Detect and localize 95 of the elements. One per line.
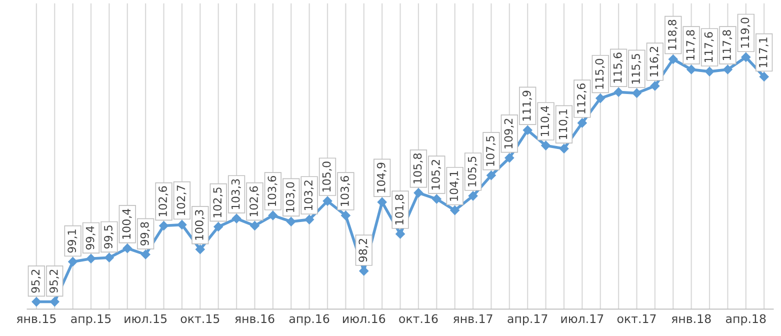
point [578, 118, 587, 128]
data-label: 107,5 [486, 136, 496, 166]
point [686, 64, 696, 74]
data-label: 117,8 [722, 30, 732, 60]
x-tick-label: апр.15 [71, 314, 111, 326]
data-label: 109,2 [504, 118, 514, 148]
point [196, 244, 205, 254]
data-label: 104,9 [376, 162, 386, 193]
x-tick-label: окт.15 [180, 314, 220, 324]
point [414, 188, 424, 198]
point [668, 54, 678, 64]
point [250, 221, 260, 230]
point [541, 140, 550, 150]
point [741, 52, 751, 62]
data-label: 111,9 [522, 90, 532, 121]
point [322, 196, 332, 206]
x-tick-label: янв.17 [453, 314, 492, 323]
point [86, 254, 96, 264]
data-label: 95,2 [31, 270, 41, 293]
point [122, 244, 132, 253]
data-label: 95,2 [49, 270, 59, 293]
data-label: 100,4 [122, 208, 132, 239]
data-label: 103,6 [268, 176, 278, 206]
point [522, 126, 532, 135]
data-label: 102,7 [176, 186, 186, 216]
x-tick-label: янв.15 [16, 314, 56, 324]
x-tick-label: апр.16 [289, 314, 330, 326]
x-tick-label: окт.17 [617, 314, 656, 324]
point [704, 66, 714, 76]
data-label: 115,5 [632, 54, 642, 84]
point [50, 297, 60, 306]
data-label: 105,2 [431, 160, 442, 190]
data-label: 103,0 [286, 182, 296, 212]
data-label: 103,6 [340, 176, 350, 206]
point [177, 220, 187, 230]
data-label: 99,8 [140, 222, 150, 246]
point [68, 257, 78, 266]
data-label: 117,1 [759, 38, 768, 68]
point [468, 191, 478, 201]
x-tick-label: апр.18 [726, 314, 766, 326]
point [723, 64, 732, 74]
point [614, 87, 624, 97]
data-label: 102,5 [213, 188, 223, 218]
data-label: 103,3 [231, 179, 241, 209]
point [159, 221, 168, 230]
data-label: 98,2 [358, 238, 368, 262]
point [32, 297, 42, 306]
point [140, 250, 150, 260]
data-label: 116,2 [650, 46, 660, 76]
data-label: 102,6 [250, 186, 260, 216]
data-label: 99,5 [104, 225, 114, 249]
data-label: 118,8 [668, 20, 678, 50]
data-label: 110,4 [540, 106, 550, 136]
data-label: 110,1 [558, 110, 568, 140]
data-label: 119,0 [740, 18, 750, 48]
data-label: 103,2 [304, 180, 314, 210]
data-label: 115,6 [613, 52, 623, 83]
data-label: 105,8 [413, 153, 423, 184]
point [596, 94, 605, 103]
point [341, 210, 350, 220]
data-label: 99,4 [86, 226, 96, 250]
point [504, 153, 514, 163]
point [304, 214, 314, 224]
point [559, 144, 569, 154]
point [232, 214, 242, 224]
point [759, 72, 769, 82]
point [396, 229, 405, 239]
point [214, 222, 223, 232]
data-label: 117,6 [704, 32, 714, 62]
point [377, 197, 387, 207]
x-tick-label: июл.17 [561, 314, 604, 324]
data-label: 115,0 [595, 58, 605, 89]
data-label: 104,1 [450, 171, 460, 201]
point [632, 88, 642, 98]
data-label: 102,6 [158, 186, 168, 216]
data-label: 112,6 [577, 84, 587, 114]
data-label: 105,5 [468, 156, 478, 186]
x-tick-label: июл.15 [124, 314, 167, 324]
x-tick-label: янв.16 [235, 314, 274, 324]
x-tick-label: апр.17 [508, 314, 548, 326]
x-tick-label: янв.18 [672, 314, 711, 324]
x-tick-label: июл.16 [342, 314, 386, 324]
point [432, 194, 442, 204]
point [286, 216, 296, 226]
data-label: 105,0 [322, 162, 332, 192]
point [450, 206, 460, 215]
data-label: 101,8 [395, 194, 405, 224]
data-label: 117,8 [686, 30, 696, 60]
data-label: 100,3 [194, 210, 205, 240]
data-label: 99,1 [68, 230, 78, 253]
x-tick-label: окт.16 [399, 314, 438, 324]
point [650, 81, 660, 91]
point [486, 170, 496, 180]
point [104, 252, 114, 262]
point [268, 210, 278, 220]
